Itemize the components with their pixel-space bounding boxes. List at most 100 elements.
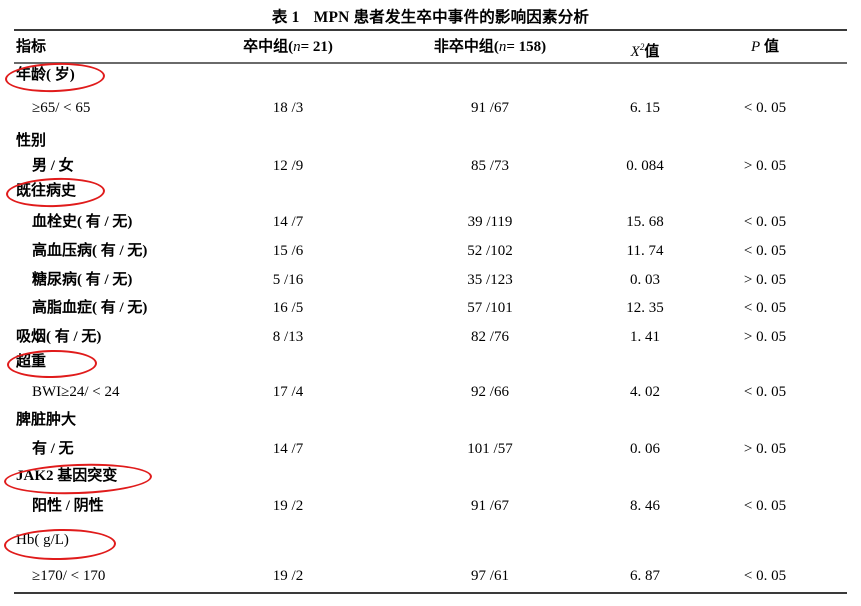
table-row: ≥65/ < 65 18 /3 91 /67 6. 15 < 0. 05	[0, 97, 861, 119]
table-row: 有 / 无 14 /7 101 /57 0. 06 > 0. 05	[0, 438, 861, 460]
cell-nonstroke-group: 92 /66	[471, 384, 509, 400]
row-label: 超重	[16, 354, 47, 370]
cell-nonstroke-group: 91 /67	[471, 100, 509, 116]
table-row: 超重	[0, 351, 861, 373]
column-header-p-value: P 值	[695, 36, 835, 58]
cell-chi-square: 6. 15	[630, 100, 660, 116]
row-label: ≥170/ < 170	[32, 568, 106, 584]
cell-chi-square: 1. 41	[630, 329, 660, 345]
row-label: 男 / 女	[32, 158, 74, 174]
table-row: ≥170/ < 170 19 /2 97 /61 6. 87 < 0. 05	[0, 565, 861, 587]
nonstroke-group-value: = 158)	[506, 39, 547, 55]
cell-chi-square: 11. 74	[626, 243, 664, 259]
row-label: JAK2 基因突变	[16, 468, 118, 484]
cell-chi-square: 4. 02	[630, 384, 660, 400]
cell-chi-square: 12. 35	[626, 300, 664, 316]
row-label: 高脂血症( 有 / 无)	[32, 300, 148, 316]
table-title: 表 1 MPN 患者发生卒中事件的影响因素分析	[0, 5, 861, 27]
table-header-row: 指标 卒中组(n= 21) 非卒中组(n= 158) X2值 P 值	[0, 36, 861, 60]
table-row: JAK2 基因突变	[0, 465, 861, 487]
cell-nonstroke-group: 52 /102	[467, 243, 513, 259]
cell-chi-square: 0. 084	[626, 158, 664, 174]
cell-p-value: > 0. 05	[743, 158, 787, 174]
column-header-stroke-group: 卒中组(n= 21)	[188, 36, 388, 58]
table-row: BWI≥24/ < 24 17 /4 92 /66 4. 02 < 0. 05	[0, 381, 861, 403]
row-label: 既往病史	[16, 183, 77, 199]
cell-stroke-group: 16 /5	[272, 300, 304, 316]
nonstroke-group-label: 非卒中组(	[433, 39, 499, 55]
table-rule-header	[14, 62, 847, 65]
cell-stroke-group: 15 /6	[272, 243, 304, 259]
cell-stroke-group: 14 /7	[272, 214, 304, 230]
table-row: 年龄( 岁)	[0, 64, 861, 86]
p-symbol: P	[751, 39, 761, 55]
cell-nonstroke-group: 35 /123	[467, 272, 513, 288]
row-label: 年龄( 岁)	[16, 67, 75, 83]
cell-stroke-group: 8 /13	[272, 329, 304, 345]
cell-chi-square: 8. 46	[630, 498, 660, 514]
cell-p-value: < 0. 05	[743, 100, 787, 116]
table-row: 阳性 / 阴性 19 /2 91 /67 8. 46 < 0. 05	[0, 495, 861, 517]
cell-nonstroke-group: 97 /61	[471, 568, 509, 584]
cell-nonstroke-group: 39 /119	[467, 214, 513, 230]
table-row: 血栓史( 有 / 无) 14 /7 39 /119 15. 68 < 0. 05	[0, 211, 861, 233]
cell-nonstroke-group: 57 /101	[467, 300, 513, 316]
table-row: Hb( g/L)	[0, 529, 861, 551]
row-label: Hb( g/L)	[16, 532, 69, 548]
table-number: 表 1	[271, 9, 300, 26]
cell-nonstroke-group: 82 /76	[471, 329, 509, 345]
cell-p-value: < 0. 05	[743, 568, 787, 584]
row-label: 性别	[16, 133, 47, 149]
row-label: BWI≥24/ < 24	[32, 384, 120, 400]
table-row: 糖尿病( 有 / 无) 5 /16 35 /123 0. 03 > 0. 05	[0, 269, 861, 291]
cell-chi-square: 6. 87	[630, 568, 660, 584]
cell-nonstroke-group: 91 /67	[471, 498, 509, 514]
cell-stroke-group: 14 /7	[272, 441, 304, 457]
row-label: 吸烟( 有 / 无)	[16, 329, 102, 345]
table-rule-bottom	[14, 592, 847, 595]
row-label: 脾脏肿大	[16, 412, 77, 428]
stroke-group-n: n	[293, 39, 301, 55]
stroke-group-value: = 21)	[300, 39, 333, 55]
cell-p-value: < 0. 05	[743, 384, 787, 400]
cell-p-value: > 0. 05	[743, 272, 787, 288]
cell-p-value: < 0. 05	[743, 300, 787, 316]
table-row: 既往病史	[0, 180, 861, 202]
cell-stroke-group: 19 /2	[272, 498, 304, 514]
cell-p-value: < 0. 05	[743, 498, 787, 514]
cell-stroke-group: 5 /16	[272, 272, 304, 288]
table-title-text: MPN 患者发生卒中事件的影响因素分析	[313, 9, 590, 26]
cell-p-value: > 0. 05	[743, 329, 787, 345]
column-header-chi-square: X2值	[575, 36, 715, 63]
cell-chi-square: 0. 03	[630, 272, 660, 288]
p-unit: 值	[763, 39, 779, 55]
cell-chi-square: 15. 68	[626, 214, 664, 230]
table-row: 脾脏肿大	[0, 409, 861, 431]
table-row: 高脂血症( 有 / 无) 16 /5 57 /101 12. 35 < 0. 05	[0, 297, 861, 319]
table-rule-top	[14, 29, 847, 32]
chi-square-exponent: 2	[639, 42, 645, 52]
row-label: 糖尿病( 有 / 无)	[32, 272, 133, 288]
cell-nonstroke-group: 101 /57	[467, 441, 513, 457]
column-header-nonstroke-group: 非卒中组(n= 158)	[390, 36, 590, 58]
cell-p-value: < 0. 05	[743, 214, 787, 230]
cell-chi-square: 0. 06	[630, 441, 660, 457]
row-label: 高血压病( 有 / 无)	[32, 243, 148, 259]
row-label: ≥65/ < 65	[32, 100, 91, 116]
column-header-indicator: 指标	[16, 39, 47, 55]
cell-nonstroke-group: 85 /73	[471, 158, 509, 174]
nonstroke-group-n: n	[498, 39, 507, 55]
cell-stroke-group: 12 /9	[272, 158, 304, 174]
table-row: 高血压病( 有 / 无) 15 /6 52 /102 11. 74 < 0. 05	[0, 240, 861, 262]
table-row: 吸烟( 有 / 无) 8 /13 82 /76 1. 41 > 0. 05	[0, 326, 861, 348]
cell-stroke-group: 17 /4	[272, 384, 304, 400]
cell-stroke-group: 19 /2	[272, 568, 304, 584]
cell-p-value: > 0. 05	[743, 441, 787, 457]
chi-square-symbol: X	[630, 44, 640, 60]
cell-stroke-group: 18 /3	[272, 100, 304, 116]
row-label: 血栓史( 有 / 无)	[32, 214, 133, 230]
row-label: 有 / 无	[32, 441, 74, 457]
table-row: 男 / 女 12 /9 85 /73 0. 084 > 0. 05	[0, 155, 861, 177]
chi-square-unit: 值	[644, 44, 660, 60]
